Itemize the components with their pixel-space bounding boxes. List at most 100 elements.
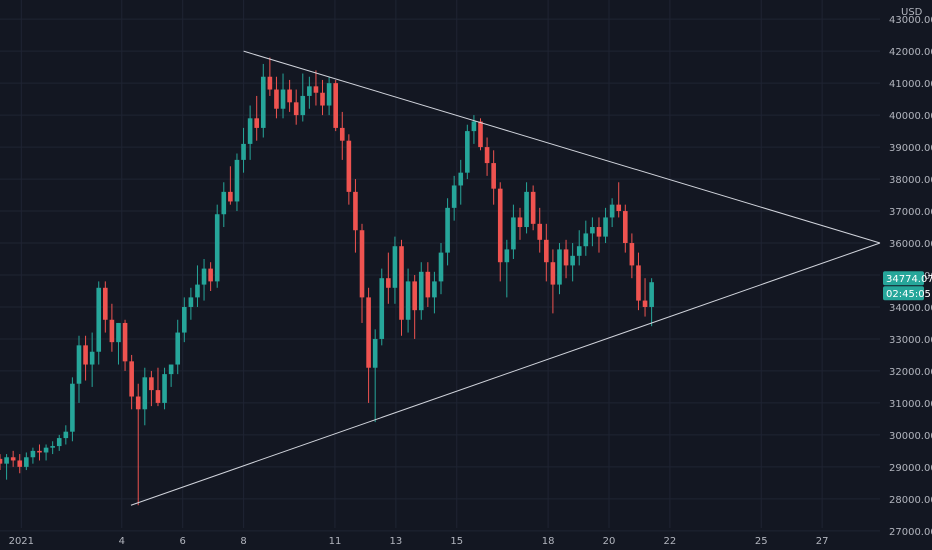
candle-body[interactable] xyxy=(537,223,543,240)
candle-body[interactable] xyxy=(129,361,134,397)
candle-body[interactable] xyxy=(544,239,549,263)
candle-body[interactable] xyxy=(636,265,641,301)
candle-body[interactable] xyxy=(412,281,417,311)
candle-body[interactable] xyxy=(17,460,23,467)
candle-body[interactable] xyxy=(83,345,88,365)
candle-body[interactable] xyxy=(300,95,306,116)
triangle-trendlines[interactable] xyxy=(130,50,881,506)
candle-body[interactable] xyxy=(333,83,338,128)
price-axis[interactable]: 27000.00 28000.00 29000.00 30000.00 31000.00… xyxy=(889,15,932,538)
candle-body[interactable] xyxy=(274,89,279,109)
candle-body[interactable] xyxy=(346,140,352,192)
candle-body[interactable] xyxy=(10,457,16,461)
candle-body[interactable] xyxy=(63,431,69,439)
candle-body[interactable] xyxy=(201,268,207,285)
candle-body[interactable] xyxy=(603,217,608,237)
candle-body[interactable] xyxy=(162,374,167,403)
candle-body[interactable] xyxy=(247,118,253,144)
candle-body[interactable] xyxy=(181,306,187,333)
candle-body[interactable] xyxy=(43,447,49,453)
candle-body[interactable] xyxy=(188,297,194,307)
candle-body[interactable] xyxy=(234,159,240,202)
candle-body[interactable] xyxy=(221,191,227,215)
candle-body[interactable] xyxy=(366,297,371,368)
candle-body[interactable] xyxy=(142,377,148,410)
candle-body[interactable] xyxy=(287,89,292,103)
candle-body[interactable] xyxy=(576,246,582,256)
candle-body[interactable] xyxy=(24,457,29,467)
candle-body[interactable] xyxy=(30,450,36,458)
candle-body[interactable] xyxy=(629,243,635,266)
candle-body[interactable] xyxy=(392,246,398,288)
candle-body[interactable] xyxy=(484,147,490,164)
candle-body[interactable] xyxy=(563,249,569,266)
candle-body[interactable] xyxy=(609,204,615,218)
trendline[interactable] xyxy=(243,50,881,244)
candle-body[interactable] xyxy=(254,118,260,128)
candle-body[interactable] xyxy=(504,249,510,263)
candle-body[interactable] xyxy=(96,287,102,352)
candle-body[interactable] xyxy=(511,217,516,250)
candle-body[interactable] xyxy=(530,191,536,224)
candle-body[interactable] xyxy=(583,233,589,247)
candle-body[interactable] xyxy=(260,76,266,128)
candle-body[interactable] xyxy=(195,284,200,298)
candle-body[interactable] xyxy=(524,191,529,228)
candle-body[interactable] xyxy=(76,345,82,384)
candle-body[interactable] xyxy=(550,262,556,285)
candlesticks[interactable] xyxy=(0,57,654,506)
candle-body[interactable] xyxy=(70,383,75,432)
candle-body[interactable] xyxy=(432,281,437,298)
candle-body[interactable] xyxy=(649,282,654,307)
candle-body[interactable] xyxy=(135,396,141,410)
candle-body[interactable] xyxy=(267,76,273,90)
candle-body[interactable] xyxy=(622,211,628,244)
candle-body[interactable] xyxy=(168,364,174,375)
candle-body[interactable] xyxy=(313,86,319,93)
candle-body[interactable] xyxy=(4,457,9,464)
candle-body[interactable] xyxy=(241,143,246,160)
candle-body[interactable] xyxy=(175,332,181,365)
candle-body[interactable] xyxy=(339,127,345,141)
time-axis[interactable]: 2021 4 6 8 11 13 15 18 20 22 25 27 xyxy=(9,536,829,547)
trendline[interactable] xyxy=(130,242,881,506)
candle-body[interactable] xyxy=(116,322,121,343)
candle-body[interactable] xyxy=(353,191,358,231)
candle-body[interactable] xyxy=(497,188,503,263)
candle-body[interactable] xyxy=(359,230,365,298)
candle-body[interactable] xyxy=(478,121,483,148)
candle-body[interactable] xyxy=(616,204,622,212)
candle-body[interactable] xyxy=(307,86,312,96)
candle-body[interactable] xyxy=(214,214,220,282)
candle-body[interactable] xyxy=(280,89,286,109)
candle-body[interactable] xyxy=(208,268,213,282)
candle-body[interactable] xyxy=(405,281,411,320)
candle-body[interactable] xyxy=(491,163,496,189)
candle-body[interactable] xyxy=(103,287,108,320)
candle-body[interactable] xyxy=(418,271,424,311)
candle-body[interactable] xyxy=(155,390,161,403)
candle-body[interactable] xyxy=(386,278,391,288)
candle-body[interactable] xyxy=(379,278,385,339)
candle-body[interactable] xyxy=(438,252,444,282)
candle-body[interactable] xyxy=(149,377,154,391)
candle-body[interactable] xyxy=(0,458,3,464)
candle-body[interactable] xyxy=(372,338,378,368)
candle-body[interactable] xyxy=(642,300,648,307)
candle-body[interactable] xyxy=(471,121,477,132)
candle-body[interactable] xyxy=(517,217,523,228)
candle-body[interactable] xyxy=(465,131,470,173)
candle-body[interactable] xyxy=(458,172,464,186)
candle-body[interactable] xyxy=(445,207,450,253)
candle-body[interactable] xyxy=(56,438,62,447)
candle-body[interactable] xyxy=(122,322,128,362)
candle-body[interactable] xyxy=(89,351,95,365)
candle-body[interactable] xyxy=(596,227,602,237)
candle-body[interactable] xyxy=(50,446,55,448)
candle-body[interactable] xyxy=(590,227,595,234)
candle-body[interactable] xyxy=(557,249,562,285)
candle-body[interactable] xyxy=(570,255,575,266)
candle-body[interactable] xyxy=(326,83,332,106)
candle-body[interactable] xyxy=(425,271,431,298)
